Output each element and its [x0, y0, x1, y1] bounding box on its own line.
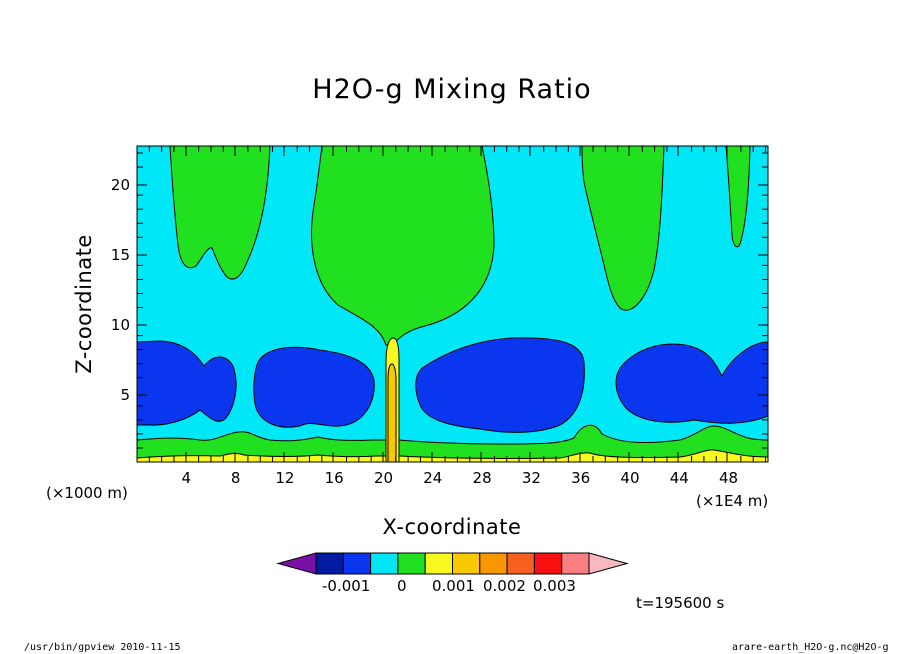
colorbar-swatch: [397, 552, 426, 575]
colorbar-swatch: [479, 552, 508, 575]
x-major-ticks: [185, 146, 728, 462]
x-tick-label: 32: [521, 469, 541, 487]
footer-right: arare-earth_H2O-g.nc@H2O-g: [732, 642, 889, 653]
y-major-ticks: [137, 184, 768, 396]
colorbar-label: 0.002: [483, 577, 526, 595]
x-tick-label: 16: [324, 469, 344, 487]
colorbar-label: 0.001: [432, 577, 475, 595]
x-tick-label: 48: [719, 469, 739, 487]
colorbar-swatch: [315, 552, 344, 575]
x-tick-label: 8: [230, 469, 241, 487]
x-tick-label: 28: [472, 469, 492, 487]
x-tick-label: 40: [620, 469, 640, 487]
minor-ticks: [137, 146, 768, 462]
green-plume-left: [169, 146, 271, 280]
green-plume-edge: [725, 146, 751, 248]
x-tick-label: 4: [181, 469, 192, 487]
green-surface-band: [137, 424, 768, 462]
blue-cell-1: [137, 340, 237, 426]
colorbar-swatch: [342, 552, 372, 575]
y-axis-title: Z-coordinate: [72, 234, 96, 374]
x-unit-left: (×1000 m): [46, 484, 128, 502]
y-tick-label: 20: [110, 176, 130, 194]
x-axis-title: X-coordinate: [382, 515, 522, 539]
x-tick-label: 12: [275, 469, 295, 487]
blue-cell-2: [253, 346, 375, 428]
colorbar-swatch: [561, 552, 590, 575]
colorbar-swatch: [424, 552, 454, 575]
colorbar-label: 0: [397, 577, 407, 595]
colorbar-swatch: [506, 552, 535, 575]
x-tick-label: 44: [669, 469, 689, 487]
colorbar: [276, 552, 629, 575]
chart-title: H2O-g Mixing Ratio: [312, 74, 592, 105]
orange-updraft-core: [387, 363, 397, 462]
blue-cell-4: [615, 341, 768, 424]
x-tick-label: 24: [423, 469, 443, 487]
colorbar-swatch: [452, 552, 481, 575]
blue-cell-3: [415, 337, 585, 433]
plot-frame: [136, 145, 769, 463]
x-unit-right: (×1E4 m): [696, 492, 769, 510]
colorbar-label: -0.001: [322, 577, 371, 595]
colorbar-high-arrow: [588, 552, 629, 575]
x-tick-label: 20: [373, 469, 394, 487]
footer-left: /usr/bin/gpview 2010-11-15: [24, 642, 181, 653]
y-tick-label: 15: [110, 246, 130, 264]
colorbar-swatch: [533, 552, 563, 575]
y-tick-label: 5: [120, 386, 130, 404]
y-tick-label: 10: [110, 316, 130, 334]
green-plume-right: [581, 146, 665, 311]
time-label: t=195600 s: [636, 594, 725, 612]
x-tick-label: 36: [571, 469, 591, 487]
colorbar-swatch: [370, 552, 399, 575]
colorbar-label: 0.003: [533, 577, 576, 595]
colorbar-low-arrow: [276, 552, 317, 575]
yellow-surface-layer: [137, 449, 768, 462]
